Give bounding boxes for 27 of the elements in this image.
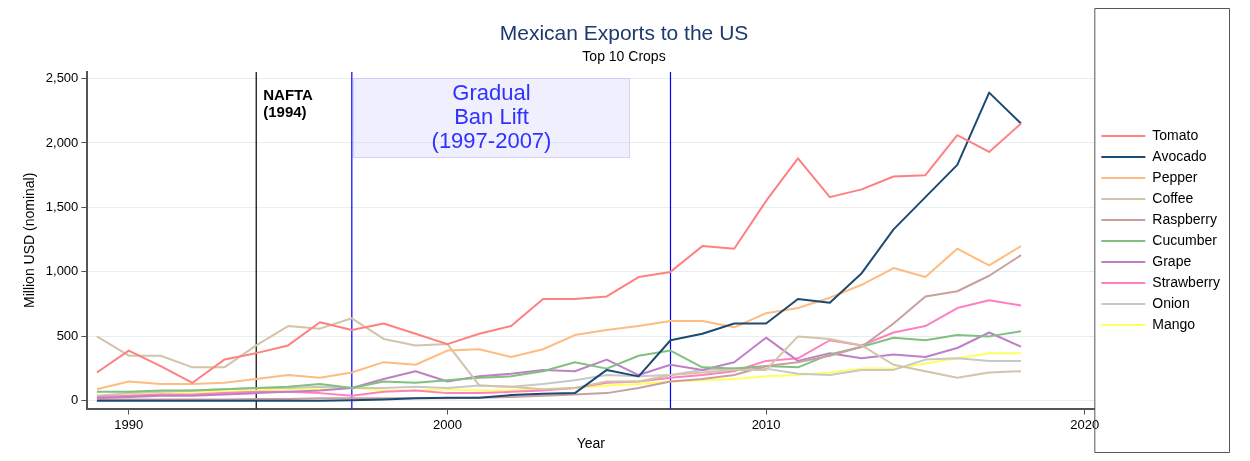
legend-label: Avocado — [1152, 147, 1207, 164]
x-tick-label: 2000 — [432, 416, 462, 432]
y-tick-label: 2,500 — [45, 70, 79, 86]
chart-title: Mexican Exports to the US — [499, 21, 749, 45]
legend-label: Strawberry — [1152, 273, 1220, 290]
y-axis-title: Million USD (nominal) — [21, 172, 38, 308]
chart-subtitle: Top 10 Crops — [582, 48, 666, 65]
x-tick-label: 2010 — [751, 416, 781, 432]
x-tick-label: 2020 — [1070, 416, 1100, 432]
y-tick-label: 2,000 — [45, 134, 79, 150]
legend-label: Pepper — [1152, 168, 1198, 185]
text-box: Gradual Ban Lift (1997-2007) — [353, 78, 630, 158]
x-axis-title: Year — [576, 435, 606, 452]
legend-label: Raspberry — [1152, 210, 1217, 227]
legend-label: Cucumber — [1152, 231, 1218, 248]
y-tick-label: 500 — [56, 327, 79, 343]
ref-line-label: NAFTA (1994) — [263, 85, 314, 120]
legend-label: Mango — [1152, 315, 1196, 332]
y-tick-label: 1,000 — [45, 263, 79, 279]
legend-label: Tomato — [1152, 126, 1199, 143]
annotation: Gradual Ban Lift (1997-2007) — [430, 80, 553, 153]
legend-label: Onion — [1152, 294, 1190, 311]
y-tick-label: 1,500 — [45, 198, 79, 214]
legend-label: Coffee — [1152, 189, 1194, 206]
legend-label: Grape — [1152, 252, 1192, 269]
x-tick-label: 1990 — [114, 416, 144, 432]
y-tick-label: 0 — [71, 392, 79, 408]
